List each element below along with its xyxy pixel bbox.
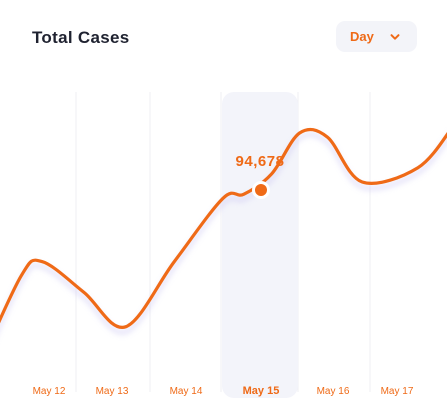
line-shadow bbox=[0, 132, 447, 335]
highlight-value-label: 94,678 bbox=[236, 153, 285, 170]
series-line bbox=[0, 127, 447, 329]
x-tick-label: May 16 bbox=[317, 386, 350, 397]
range-dropdown[interactable]: Day bbox=[336, 21, 417, 52]
x-tick-label: May 15 bbox=[243, 385, 280, 397]
x-tick-label: May 12 bbox=[33, 386, 66, 397]
chevron-down-icon bbox=[390, 33, 400, 40]
card-title: Total Cases bbox=[32, 28, 130, 47]
x-tick-label: May 14 bbox=[170, 386, 203, 397]
highlight-point[interactable] bbox=[255, 184, 267, 196]
selected-day-highlight bbox=[222, 92, 298, 398]
x-tick-label: May 13 bbox=[96, 386, 129, 397]
range-dropdown-label: Day bbox=[350, 29, 374, 44]
x-tick-label: May 17 bbox=[381, 386, 414, 397]
